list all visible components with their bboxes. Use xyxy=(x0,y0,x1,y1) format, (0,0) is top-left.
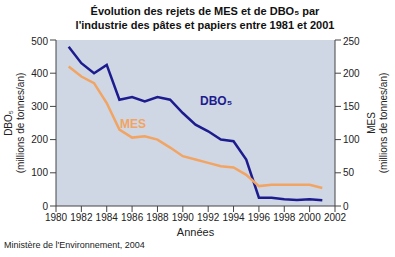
svg-text:2002: 2002 xyxy=(324,212,347,223)
svg-text:2000: 2000 xyxy=(299,212,322,223)
svg-text:150: 150 xyxy=(343,101,360,112)
html-text:DBO₅: DBO₅ xyxy=(200,94,233,108)
svg-text:MES(millions de tonnes/an): MES(millions de tonnes/an) xyxy=(366,73,387,174)
svg-text:200: 200 xyxy=(31,134,48,145)
svg-text:300: 300 xyxy=(31,101,48,112)
svg-text:0: 0 xyxy=(343,201,349,212)
svg-text:1988: 1988 xyxy=(146,212,169,223)
svg-text:250: 250 xyxy=(343,36,360,47)
html-text:MES: MES xyxy=(120,117,146,131)
svg-text:1984: 1984 xyxy=(96,212,119,223)
svg-text:0: 0 xyxy=(42,201,48,212)
svg-text:100: 100 xyxy=(343,134,360,145)
svg-text:1982: 1982 xyxy=(70,212,93,223)
svg-text:400: 400 xyxy=(31,68,48,79)
svg-text:500: 500 xyxy=(31,36,48,47)
svg-text:1996: 1996 xyxy=(248,212,271,223)
html-text:Ministère de l'Environnement,: Ministère de l'Environnement, 2004 xyxy=(4,240,145,250)
html-text:Évolution des rejets de MES et: Évolution des rejets de MES et de DBO₅ p… xyxy=(75,5,335,31)
svg-text:1990: 1990 xyxy=(172,212,195,223)
svg-text:1986: 1986 xyxy=(121,212,144,223)
svg-text:1994: 1994 xyxy=(222,212,245,223)
svg-text:DBO₅(millions de tonnes/an): DBO₅(millions de tonnes/an) xyxy=(8,73,26,174)
svg-text:Années: Années xyxy=(177,226,215,236)
svg-text:50: 50 xyxy=(343,167,355,178)
svg-text:100: 100 xyxy=(31,167,48,178)
svg-text:200: 200 xyxy=(343,68,360,79)
svg-text:1998: 1998 xyxy=(273,212,296,223)
svg-text:1980: 1980 xyxy=(45,212,68,223)
svg-text:1992: 1992 xyxy=(197,212,220,223)
